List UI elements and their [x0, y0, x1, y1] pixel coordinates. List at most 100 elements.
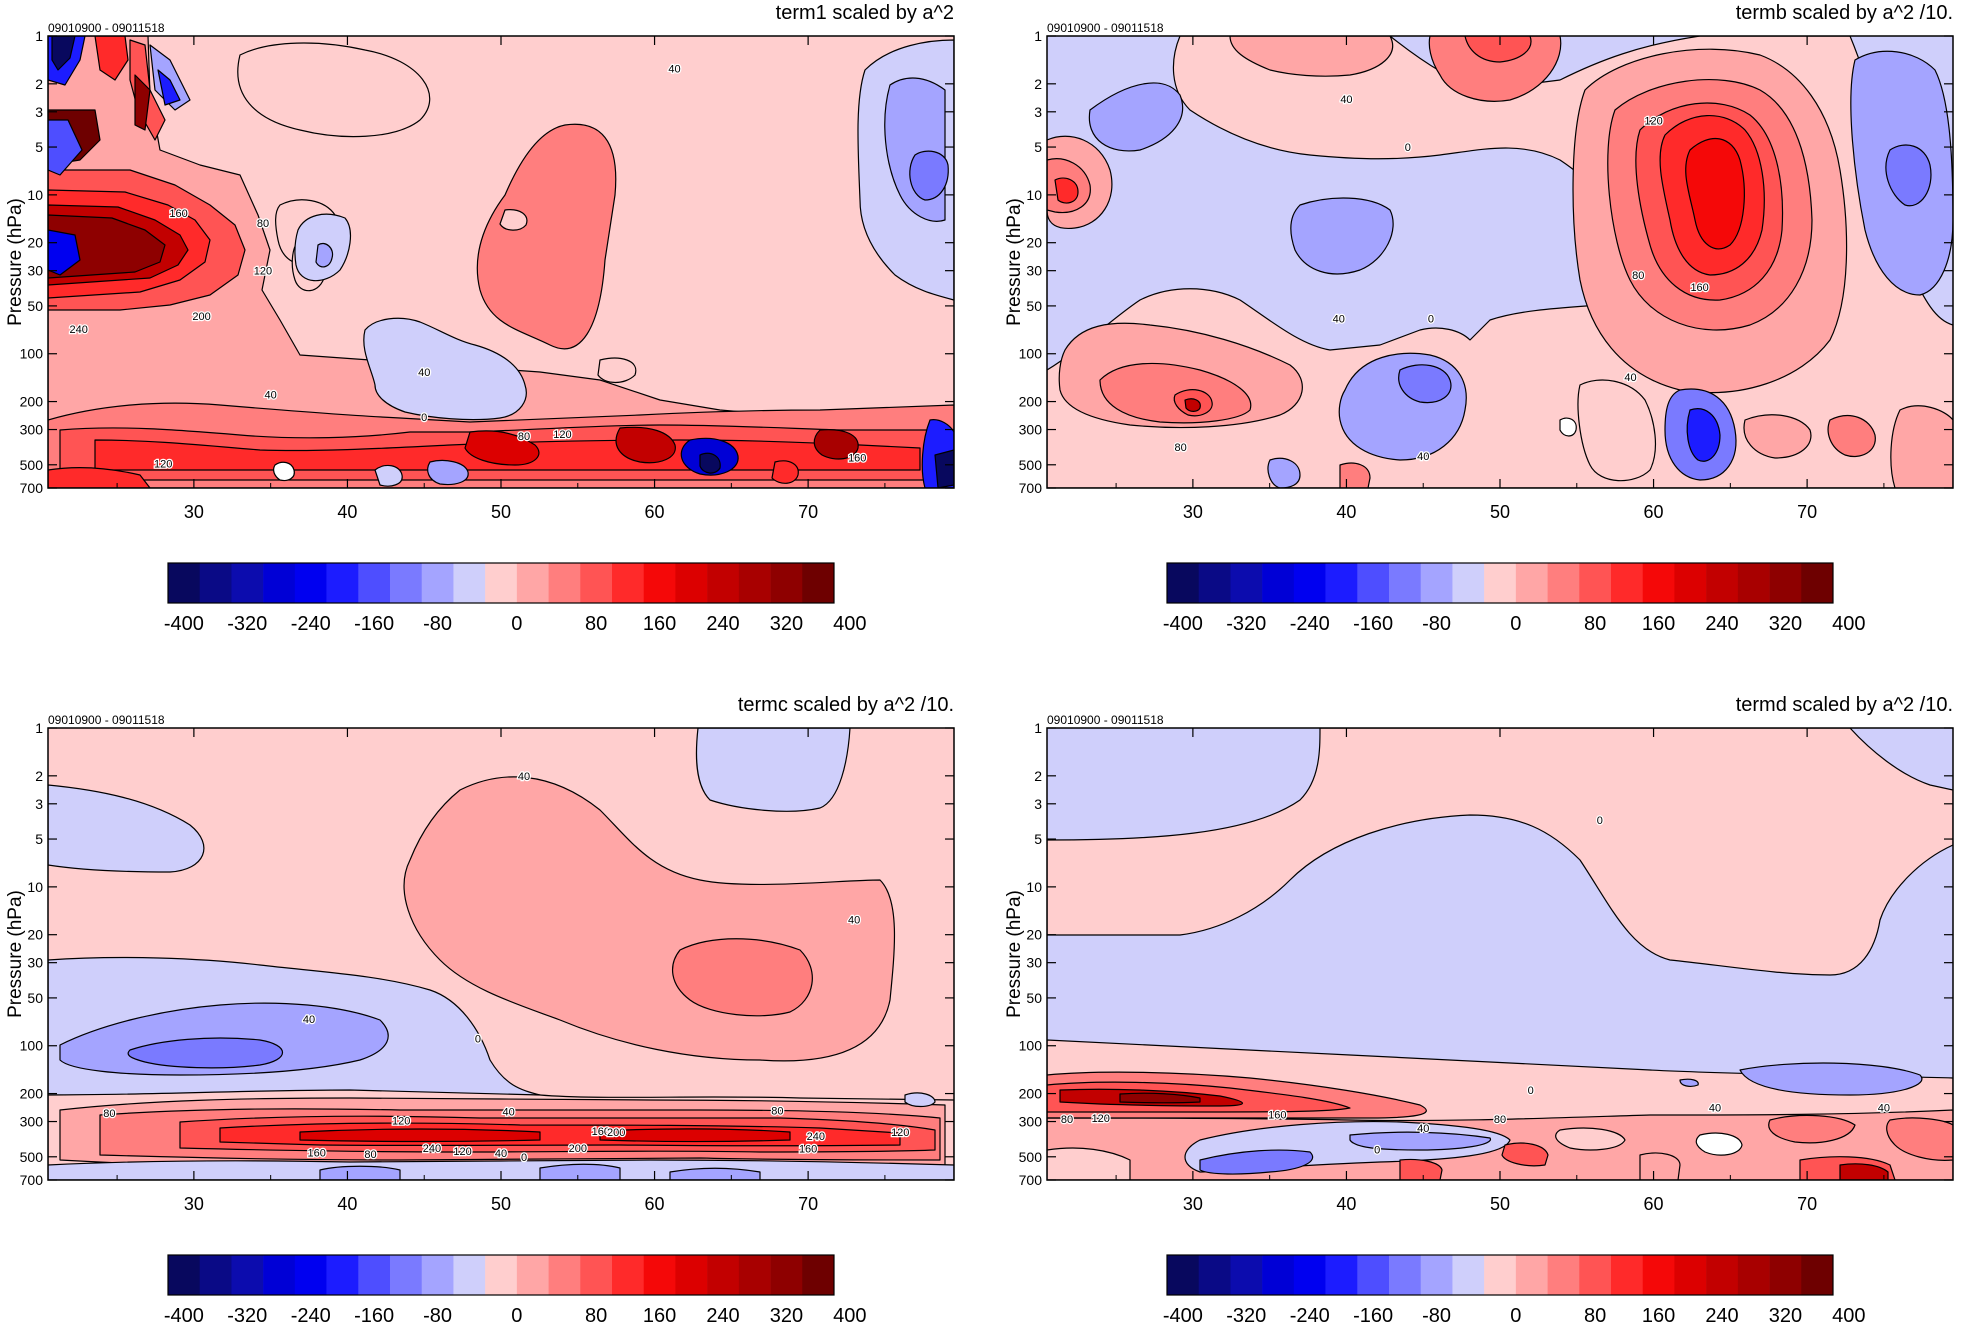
x-tick-label: 40 — [337, 502, 357, 522]
contour-label: 0 — [1428, 313, 1434, 325]
colorbar-swatch — [453, 1255, 486, 1295]
y-tick-label: 5 — [35, 831, 43, 847]
contour-label: 120 — [453, 1146, 471, 1158]
y-tick-label: 3 — [35, 104, 43, 120]
colorbar-swatch — [199, 1255, 232, 1295]
colorbar-swatch — [1611, 1255, 1644, 1295]
colorbar-tick-label: -320 — [227, 1305, 267, 1325]
contour-label: 120 — [392, 1115, 410, 1127]
axis-ticks — [48, 35, 954, 489]
contour-label: 120 — [891, 1127, 909, 1139]
colorbar-swatch — [707, 563, 740, 603]
contour-label: 120 — [1092, 1113, 1110, 1125]
colorbar-swatch — [1167, 1255, 1200, 1295]
colorbar-swatch — [802, 1255, 835, 1295]
y-tick-label: 700 — [1019, 1172, 1043, 1188]
colorbar-swatch — [390, 1255, 423, 1295]
y-tick-label: 30 — [27, 955, 43, 971]
y-tick-label: 1 — [35, 720, 43, 736]
contour-label: 40 — [495, 1148, 507, 1160]
panel-term1: 30 40 50 60 70 1 2 3 5 10 20 30 50 100 200 300 500 700 40… — [5, 2, 955, 522]
y-tick-label: 500 — [20, 1149, 44, 1165]
colorbar-tick-label: 160 — [643, 613, 676, 635]
colorbar-swatch — [516, 1255, 549, 1295]
axis-tick-labels: 30 40 50 60 70 1 2 3 5 10 20 30 50 100 200 300 500 700 — [1019, 28, 1817, 522]
colorbar-swatch — [1230, 563, 1263, 603]
colorbar-swatch — [1801, 1255, 1834, 1295]
colorbar-tick-label: -160 — [354, 1305, 394, 1325]
colorbar-tick-label: -400 — [1163, 613, 1203, 635]
colorbar-swatch — [1198, 1255, 1231, 1295]
x-tick-label: 60 — [645, 502, 665, 522]
colorbar-swatch — [485, 563, 518, 603]
colorbar-swatch — [326, 1255, 359, 1295]
y-tick-label: 700 — [1019, 480, 1043, 496]
axis-tick-labels: 30 40 50 60 70 1 2 3 5 10 20 30 50 100 200 300 500 700 — [20, 720, 818, 1214]
colorbar-tick-label: 0 — [1510, 613, 1521, 635]
contour-label: 80 — [364, 1149, 376, 1161]
contour-label: 80 — [771, 1105, 783, 1117]
plot-subtitle: 09010900 - 09011518 — [1047, 713, 1164, 727]
contour-field — [1047, 728, 1953, 1180]
colorbar-swatch — [770, 1255, 803, 1295]
colorbar-swatch — [1325, 563, 1358, 603]
contour-label: 120 — [1644, 115, 1662, 127]
y-tick-label: 5 — [1034, 831, 1042, 847]
colorbar-swatch — [643, 1255, 676, 1295]
colorbar-swatch — [770, 563, 803, 603]
colorbar-swatch — [1230, 1255, 1263, 1295]
colorbar-tick-label: 160 — [1642, 1305, 1675, 1325]
y-tick-label: 50 — [1026, 298, 1042, 314]
y-axis-label: Pressure (hPa) — [1004, 198, 1025, 326]
colorbar-tick-label: 240 — [706, 613, 739, 635]
contour-label: 40 — [668, 63, 680, 75]
colorbar-swatch — [1167, 563, 1200, 603]
colorbar-swatch — [1611, 563, 1644, 603]
colorbar-tick-label: 0 — [511, 1305, 522, 1325]
y-tick-label: 50 — [27, 298, 43, 314]
colorbar-tick-label: 80 — [585, 1305, 607, 1325]
colorbar-swatch — [802, 563, 835, 603]
colorbar-termd: -400 -320 -240 -160 -80 0 80 160 240 320 400 — [1163, 1254, 1866, 1325]
x-tick-label: 50 — [1490, 1194, 1510, 1214]
contour-label: 0 — [521, 1152, 527, 1164]
y-tick-label: 2 — [1034, 76, 1042, 92]
colorbar-tick-label: -80 — [423, 1305, 452, 1325]
colorbar-tick-label: -320 — [1226, 1305, 1266, 1325]
colorbar-tick-label: -400 — [1163, 1305, 1203, 1325]
colorbar-tick-label: -240 — [1290, 1305, 1330, 1325]
colorbar-swatch — [199, 563, 232, 603]
x-tick-label: 40 — [1336, 502, 1356, 522]
y-tick-label: 10 — [27, 187, 43, 203]
colorbar-tick-label: -80 — [1422, 613, 1451, 635]
x-tick-label: 60 — [645, 1194, 665, 1214]
y-axis-label: Pressure (hPa) — [1004, 890, 1025, 1018]
y-tick-label: 3 — [1034, 796, 1042, 812]
colorbar-swatch — [1737, 1255, 1770, 1295]
contour-label: 40 — [1624, 372, 1636, 384]
y-tick-label: 10 — [1026, 187, 1042, 203]
colorbar-swatch — [1389, 563, 1422, 603]
y-tick-label: 5 — [35, 139, 43, 155]
colorbar-tick-label: 160 — [643, 1305, 676, 1325]
y-tick-label: 300 — [20, 1114, 44, 1130]
colorbar-term1: -400 -320 -240 -160 -80 0 80 160 240 320 400 — [164, 562, 867, 635]
colorbar-swatch — [1674, 563, 1707, 603]
colorbar-swatch — [1420, 563, 1453, 603]
y-tick-label: 30 — [1026, 263, 1042, 279]
contour-label: 120 — [553, 429, 571, 441]
colorbar-swatch — [231, 563, 264, 603]
colorbar-tick-label: -160 — [1353, 613, 1393, 635]
colorbar-swatch — [516, 563, 549, 603]
plot-title: termb scaled by a^2 /10. — [1736, 2, 1953, 24]
x-tick-label: 70 — [1797, 1194, 1817, 1214]
colorbar-tick-label: -240 — [291, 1305, 331, 1325]
colorbar-swatch — [231, 1255, 264, 1295]
colorbar-swatch — [548, 1255, 581, 1295]
colorbar-swatch — [1769, 563, 1802, 603]
colorbar-swatch — [294, 563, 327, 603]
colorbar-tick-label: 240 — [1705, 1305, 1738, 1325]
y-tick-label: 3 — [1034, 104, 1042, 120]
colorbar-swatch — [580, 563, 613, 603]
